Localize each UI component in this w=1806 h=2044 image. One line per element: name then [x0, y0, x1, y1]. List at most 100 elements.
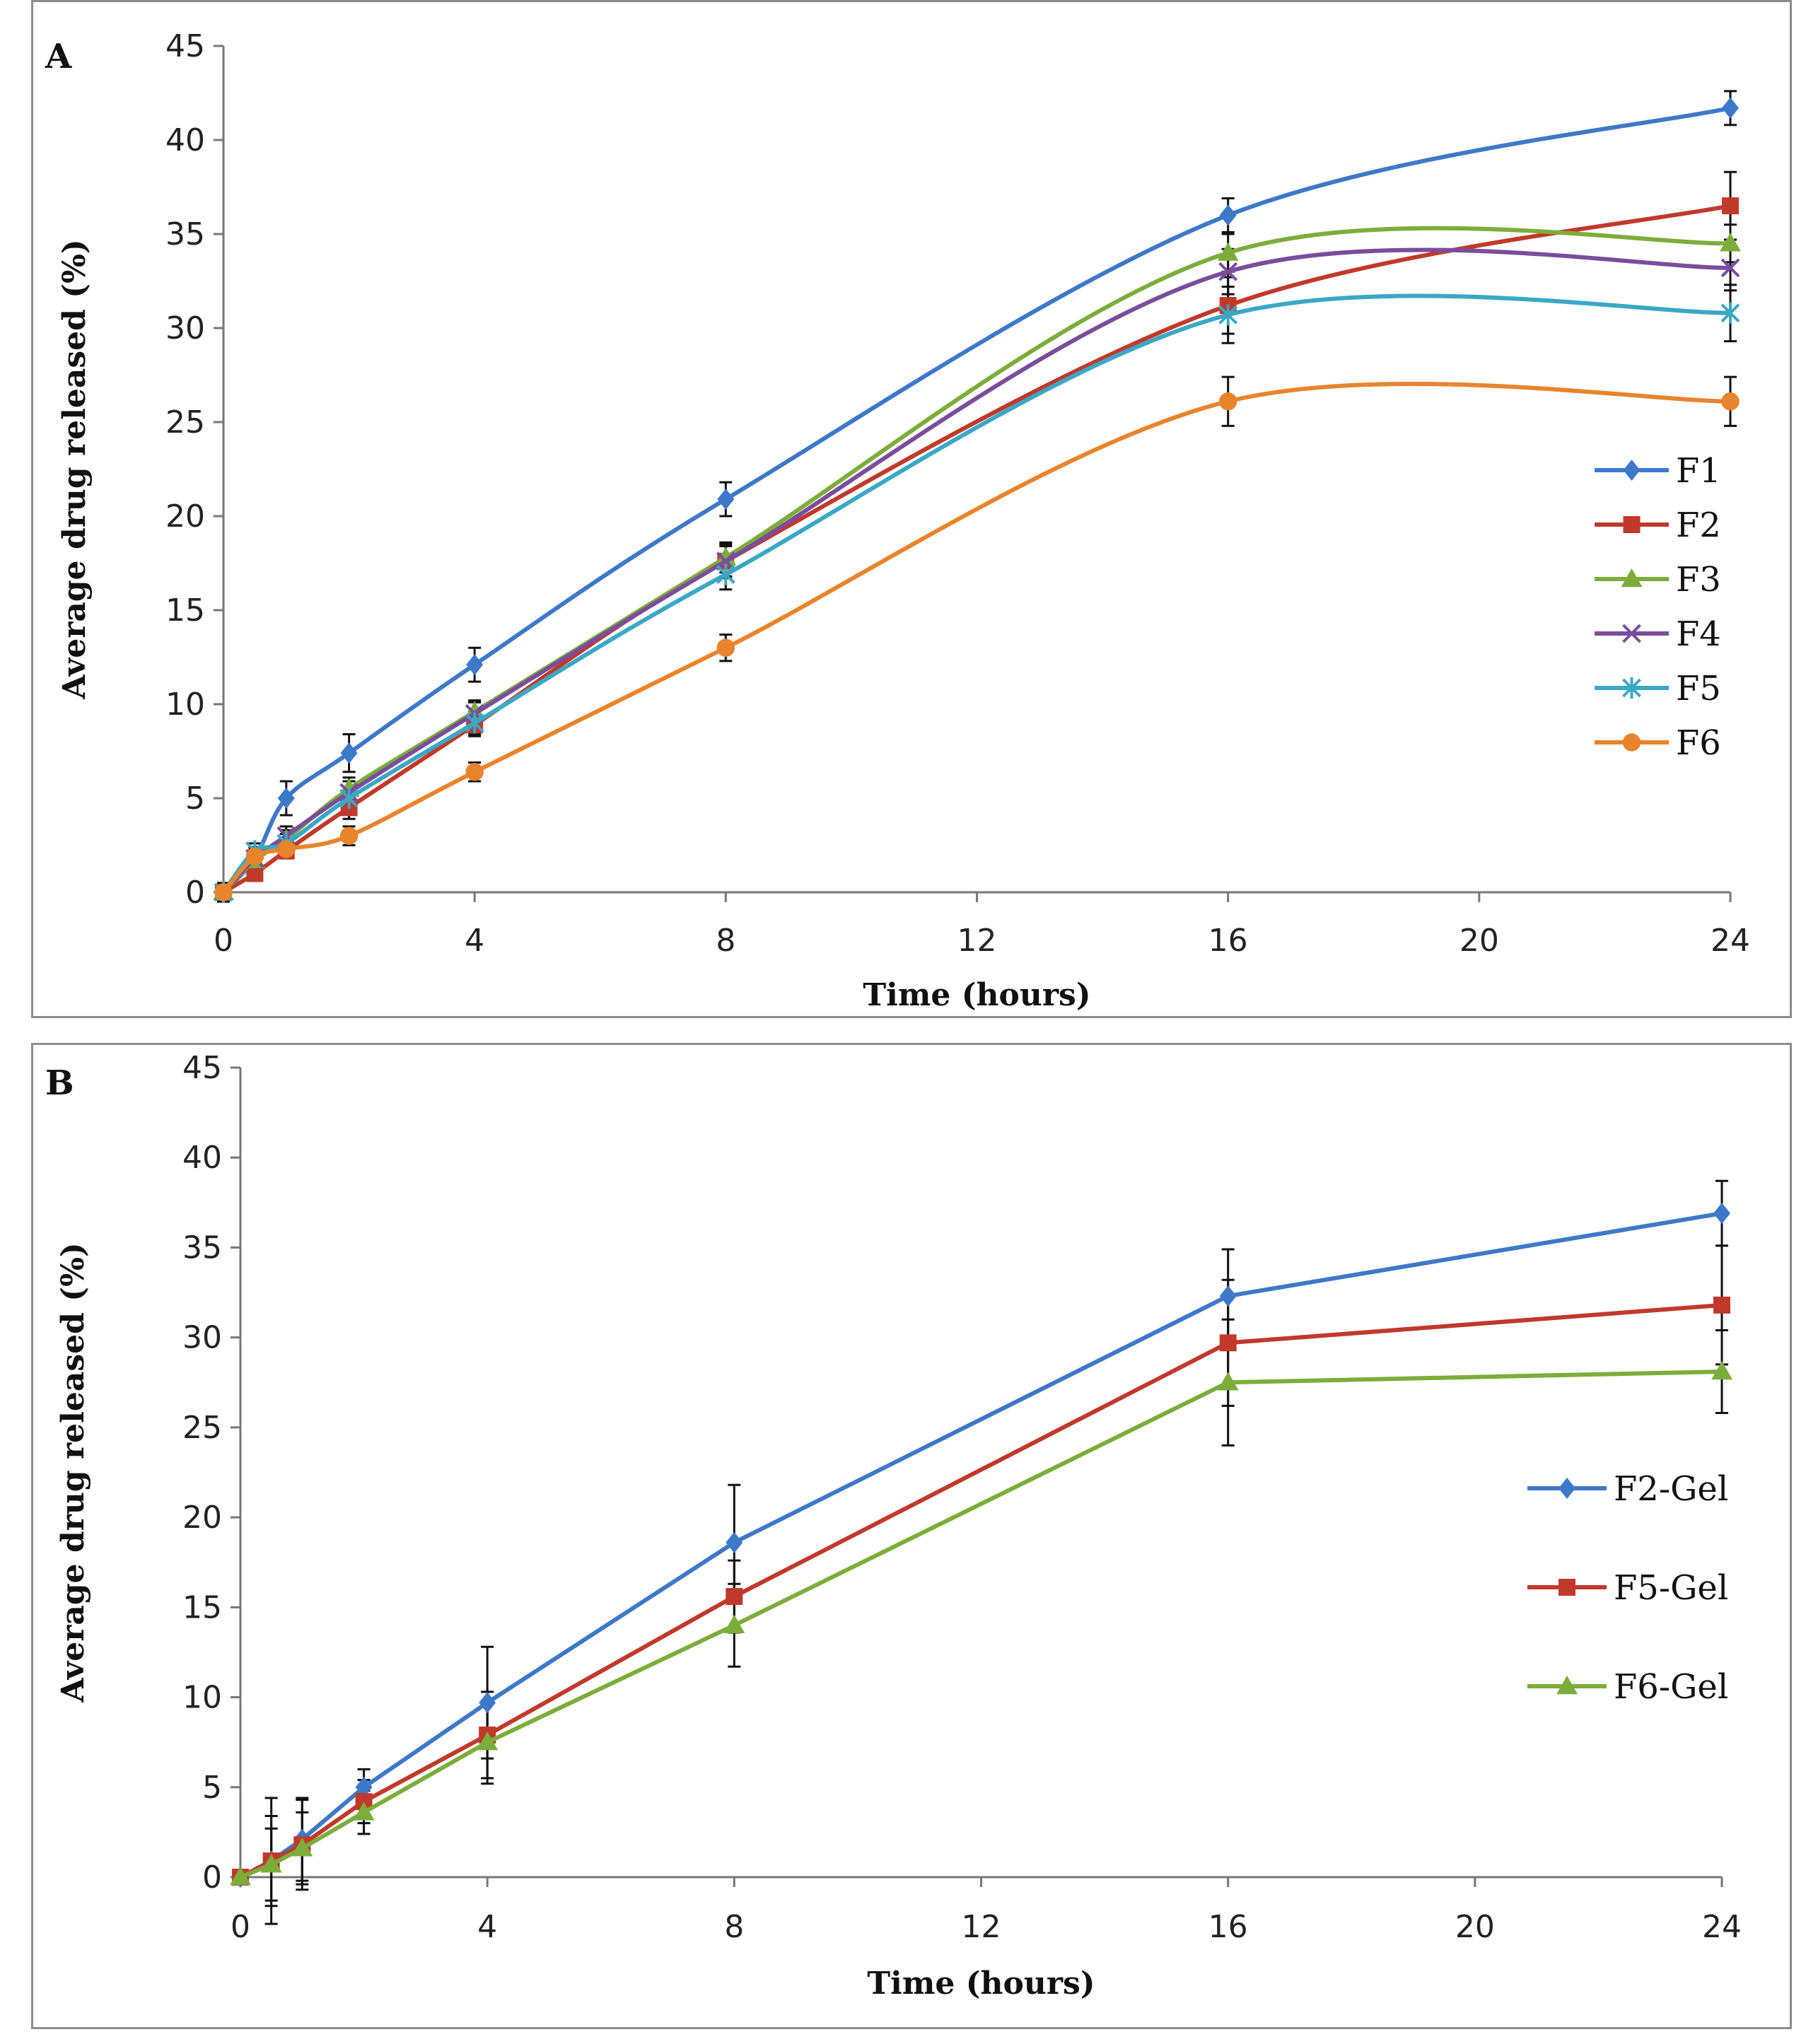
data-point-f6-gel — [723, 1614, 745, 1634]
data-point-f5-gel — [726, 1588, 743, 1606]
data-point-f2-gel — [726, 1531, 743, 1553]
y-tick-label: 40 — [165, 122, 205, 158]
legend-marker-f2 — [1623, 516, 1641, 533]
series-line-f3 — [221, 226, 1731, 894]
x-tick-label: 8 — [724, 1909, 744, 1945]
chart-panel-a: A 0 5 10 15 20 25 30 35 40 45 0 4 8 12 16 20 24 Time (hour… — [45, 28, 1750, 1013]
y-tick-label: 35 — [165, 216, 205, 252]
legend-marker-f1 — [1623, 460, 1641, 481]
data-point-f3 — [715, 547, 737, 566]
data-point-f6-gel — [1711, 1361, 1732, 1380]
y-tick-label: 45 — [165, 28, 205, 64]
y-tick-label: 30 — [182, 1320, 222, 1356]
data-point-f5 — [716, 563, 735, 585]
y-tick-label: 20 — [165, 498, 205, 535]
legend-marker-f4 — [1622, 624, 1641, 643]
y-tick-label: 0 — [202, 1859, 222, 1896]
data-point-f4-stroke — [1720, 258, 1740, 278]
x-tick-label: 0 — [231, 1909, 250, 1945]
data-point-f2-gel — [479, 1692, 496, 1714]
data-point-f6-gel — [353, 1801, 375, 1821]
data-point-f6 — [1218, 392, 1237, 411]
data-point-f6-gel — [477, 1731, 499, 1751]
data-point-f5 — [1720, 302, 1740, 324]
data-point-f5-gel — [1219, 1334, 1237, 1352]
series-line-f2 — [222, 204, 1731, 894]
y-tick-label: 5 — [185, 781, 205, 817]
data-point-f2-gel — [355, 1776, 373, 1798]
legend-item-f6-gel: F6-Gel — [1527, 1667, 1728, 1707]
series-line-f5-gel — [239, 1302, 1723, 1879]
legend-label-f4: F4 — [1676, 614, 1721, 654]
x-axis-title-a: Time (hours) — [863, 977, 1090, 1013]
legend-a: F1 F2 F3 F4 F5 F6 — [1595, 451, 1721, 763]
x-tick-label: 12 — [957, 923, 997, 959]
data-point-f4 — [1720, 258, 1740, 278]
data-point-f6-gel — [230, 1867, 251, 1886]
y-tick-label: 10 — [182, 1680, 222, 1716]
x-tick-label: 16 — [1208, 1909, 1248, 1945]
y-axis-title-a: Average drug released (%) — [57, 239, 93, 699]
legend-marker-f5-gel — [1559, 1579, 1575, 1596]
legend-marker-f6 — [1622, 733, 1641, 752]
data-point-f2-gel — [1219, 1285, 1237, 1307]
x-tick-label: 24 — [1711, 923, 1750, 959]
data-point-f1 — [1722, 97, 1739, 119]
legend-marker-f6-gel — [1556, 1676, 1578, 1695]
x-tick-label: 20 — [1460, 923, 1499, 959]
legend-marker-f4-stroke — [1622, 624, 1641, 643]
data-point-f1 — [1219, 204, 1237, 226]
data-point-f3 — [1217, 242, 1239, 261]
data-point-f6 — [465, 763, 484, 781]
data-point-f1 — [466, 654, 484, 676]
legend-label-f5: F5 — [1676, 669, 1721, 708]
y-tick-label: 20 — [182, 1500, 222, 1536]
data-point-f6 — [339, 827, 359, 845]
x-tick-label: 4 — [465, 923, 484, 959]
y-tick-label: 25 — [182, 1410, 222, 1446]
data-point-f6 — [277, 840, 296, 858]
legend-marker-f2-gel — [1559, 1478, 1575, 1499]
data-point-f3 — [1720, 233, 1741, 252]
legend-item-f1: F1 — [1595, 451, 1721, 491]
x-tick-label: 12 — [962, 1909, 1001, 1945]
data-point-f6 — [245, 847, 264, 866]
data-point-f1 — [717, 489, 735, 510]
legend-item-f2-gel: F2-Gel — [1527, 1469, 1728, 1509]
legend-item-f5: F5 — [1595, 669, 1721, 708]
data-point-f6-gel — [1217, 1372, 1239, 1391]
data-point-f6-gel — [260, 1854, 282, 1873]
y-tick-label: 45 — [182, 1050, 222, 1086]
legend-b: F2-Gel F5-Gel F6-Gel — [1527, 1469, 1728, 1707]
y-tick-label: 0 — [185, 875, 205, 911]
chart-panel-b: B 0 5 10 15 20 25 30 35 40 45 0 4 8 12 16 20 24 Time (hour… — [45, 1050, 1742, 2002]
legend-item-f3: F3 — [1595, 560, 1721, 600]
data-point-f4-stroke — [1218, 262, 1238, 281]
y-tick-label: 30 — [165, 310, 205, 346]
y-axis-title-b: Average drug released (%) — [55, 1242, 91, 1703]
legend-label-f2-gel: F2-Gel — [1614, 1469, 1728, 1509]
x-tick-label: 0 — [214, 923, 233, 959]
data-point-f1 — [340, 742, 358, 764]
data-point-f5 — [1218, 304, 1238, 326]
data-point-f1 — [277, 788, 295, 809]
panel-a-frame — [31, 0, 1792, 1018]
series-line-f1 — [221, 105, 1731, 894]
data-point-f6 — [1721, 392, 1740, 411]
y-tick-label: 5 — [202, 1770, 222, 1806]
series-line-f6 — [221, 381, 1731, 894]
legend-label-f2: F2 — [1676, 506, 1721, 545]
y-tick-label: 25 — [165, 404, 205, 440]
data-point-f4 — [1218, 262, 1238, 281]
data-point-f5-gel — [1713, 1296, 1730, 1314]
y-tick-label: 15 — [165, 592, 205, 629]
x-tick-label: 8 — [716, 923, 735, 959]
x-tick-label: 20 — [1455, 1909, 1495, 1945]
legend-label-f6-gel: F6-Gel — [1614, 1667, 1728, 1707]
legend-label-f1: F1 — [1676, 451, 1721, 491]
y-tick-label: 15 — [182, 1589, 222, 1625]
legend-label-f3: F3 — [1676, 560, 1721, 600]
x-tick-label: 4 — [477, 1909, 497, 1945]
panel-label-b: B — [45, 1063, 74, 1103]
